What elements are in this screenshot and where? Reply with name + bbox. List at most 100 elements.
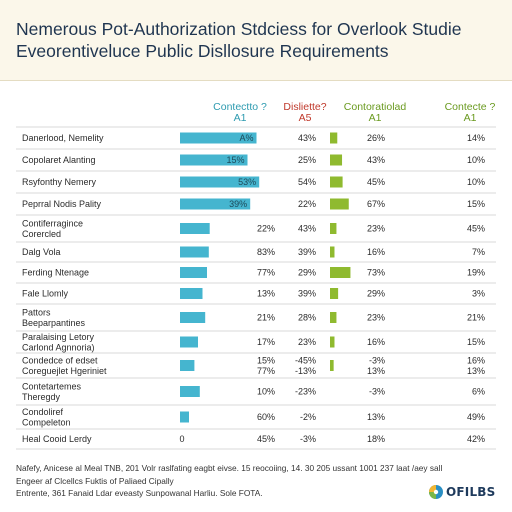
blue-value-label: 77% [257, 268, 275, 278]
title-banner: Nemerous Pot-Authorization Stdciess for … [0, 0, 512, 81]
column-4-value: 19% [467, 268, 485, 278]
column-3-value: 18% [367, 434, 385, 444]
column-header-4-sub: A1 [463, 112, 477, 124]
column-2-value: 39% [298, 289, 316, 299]
blue-bar [180, 288, 203, 299]
column-4-value: 49% [467, 412, 485, 422]
blue-value-label: 21% [257, 313, 275, 323]
row-label: Contetartemes Theregdy [22, 381, 82, 402]
blue-value-label: 10% [257, 387, 275, 397]
green-bar [330, 312, 337, 323]
globe-icon [429, 485, 443, 499]
blue-bar [180, 132, 257, 144]
row-label: Paralaising Letory Carlond Agnnoria) [22, 332, 95, 353]
column-2-value: 29% [298, 268, 316, 278]
column-2-value: -45% -13% [295, 355, 316, 376]
column-3-value: 16% [367, 337, 385, 347]
green-bar [330, 198, 349, 210]
column-header-4-label: Contecte ? [444, 101, 496, 113]
column-header-1-label: Contectto ? [213, 101, 267, 113]
blue-bar [180, 176, 260, 188]
title-line-2: Eveorentiveluce Public Disllosure Requir… [16, 41, 389, 61]
green-bar [330, 246, 335, 258]
blue-bar [180, 336, 198, 348]
row-label: Copolaret Alanting [22, 155, 96, 165]
column-2-value: 43% [298, 133, 316, 143]
green-bar [330, 154, 343, 166]
column-3-value: 29% [367, 289, 385, 299]
column-3-value: 45% [367, 177, 385, 187]
footnote-line-1: Nafefy, Anicese al Meal TNB, 201 Volr ra… [16, 463, 443, 473]
blue-value-label: 13% [257, 289, 275, 299]
column-3-value: 67% [367, 199, 385, 209]
column-header-2-label: Disliette? [283, 101, 327, 113]
column-4-value: 15% [467, 199, 485, 209]
title-line-1: Nemerous Pot-Authorization Stdciess for … [16, 19, 462, 39]
column-3-value: 26% [367, 133, 385, 143]
column-2-value: 25% [298, 155, 316, 165]
column-2-value: 22% [298, 199, 316, 209]
column-2-value: 54% [298, 177, 316, 187]
brand-logo: OFILBS [428, 483, 496, 501]
column-3-value: 13% [367, 412, 385, 422]
column-header-2-sub: A5 [298, 112, 312, 124]
blue-value-label: 22% [257, 224, 275, 234]
blue-bar [180, 411, 189, 423]
blue-bar-value-label: 53% [238, 177, 256, 187]
row-label: Dalg Vola [22, 247, 61, 257]
row-label: Contiferragince Corercled [22, 218, 83, 239]
column-2-value: 43% [298, 224, 316, 234]
blue-value-label: 45% [257, 434, 275, 444]
column-header-3-sub: A1 [368, 112, 382, 124]
blue-bar [180, 198, 251, 210]
blue-bar [180, 246, 209, 258]
blue-value-label: 60% [257, 412, 275, 422]
green-bar [330, 223, 337, 234]
column-2-value: 39% [298, 247, 316, 257]
column-4-value: 14% [467, 133, 485, 143]
column-2-value: -3% [300, 434, 316, 444]
column-4-value: 15% [467, 337, 485, 347]
page-title: Nemerous Pot-Authorization Stdciess for … [16, 18, 506, 62]
column-4-value: 16% 13% [467, 355, 485, 376]
row-label: Peprral Nodis Pality [22, 199, 102, 209]
column-4-value: 7% [472, 247, 485, 257]
column-3-value: 73% [367, 268, 385, 278]
column-3-value: 23% [367, 224, 385, 234]
row-label: Ferding Ntenage [22, 268, 89, 278]
column-2-value: 28% [298, 313, 316, 323]
footnote-line-2: Engeer af Clcellcs Fuktis of Paliaed Cip… [16, 475, 174, 486]
blue-bar [180, 267, 207, 278]
column-header-1-sub: A1 [233, 112, 247, 124]
column-header-3-label: Contoratiolad [343, 101, 407, 113]
column-3-value: 23% [367, 313, 385, 323]
zero-label: 0 [179, 434, 184, 444]
column-2-value: -2% [300, 412, 316, 422]
row-label: Condedce of edset Coreguejlet Hgeriniet [22, 355, 107, 376]
column-4-value: 3% [472, 289, 485, 299]
column-header-4: Contecte ? A1 [430, 102, 510, 124]
column-3-value: -3% 13% [367, 355, 385, 376]
column-3-value: -3% [369, 387, 385, 397]
blue-value-label: 15% 77% [257, 355, 275, 376]
column-4-value: 45% [467, 224, 485, 234]
blue-bar-value-label: A% [239, 133, 253, 143]
blue-bar [180, 312, 206, 323]
comparison-table-chart: Danerlood, Nemelity A% 43% 26% 14% Copolaret … [16, 126, 496, 450]
green-bar [330, 288, 339, 299]
blue-bar [180, 386, 200, 397]
blue-bar [180, 223, 210, 234]
row-label: Condoliref Compeleton [22, 407, 71, 428]
column-header-1: Contectto ? A1 [196, 102, 284, 124]
column-4-value: 21% [467, 313, 485, 323]
blue-value-label: 17% [257, 337, 275, 347]
column-header-3: Contoratiolad A1 [330, 102, 420, 124]
row-label: Fale Llomly [22, 289, 69, 299]
row-label: Rsyfonthy Nemery [22, 177, 97, 187]
blue-bar [180, 154, 248, 166]
footnote-line-3: Entrente, 361 Fanaid Ldar eveasty Sunpow… [16, 488, 263, 498]
column-3-value: 43% [367, 155, 385, 165]
blue-bar [180, 360, 195, 371]
green-bar [330, 336, 335, 348]
row-label: Danerlood, Nemelity [22, 133, 104, 143]
